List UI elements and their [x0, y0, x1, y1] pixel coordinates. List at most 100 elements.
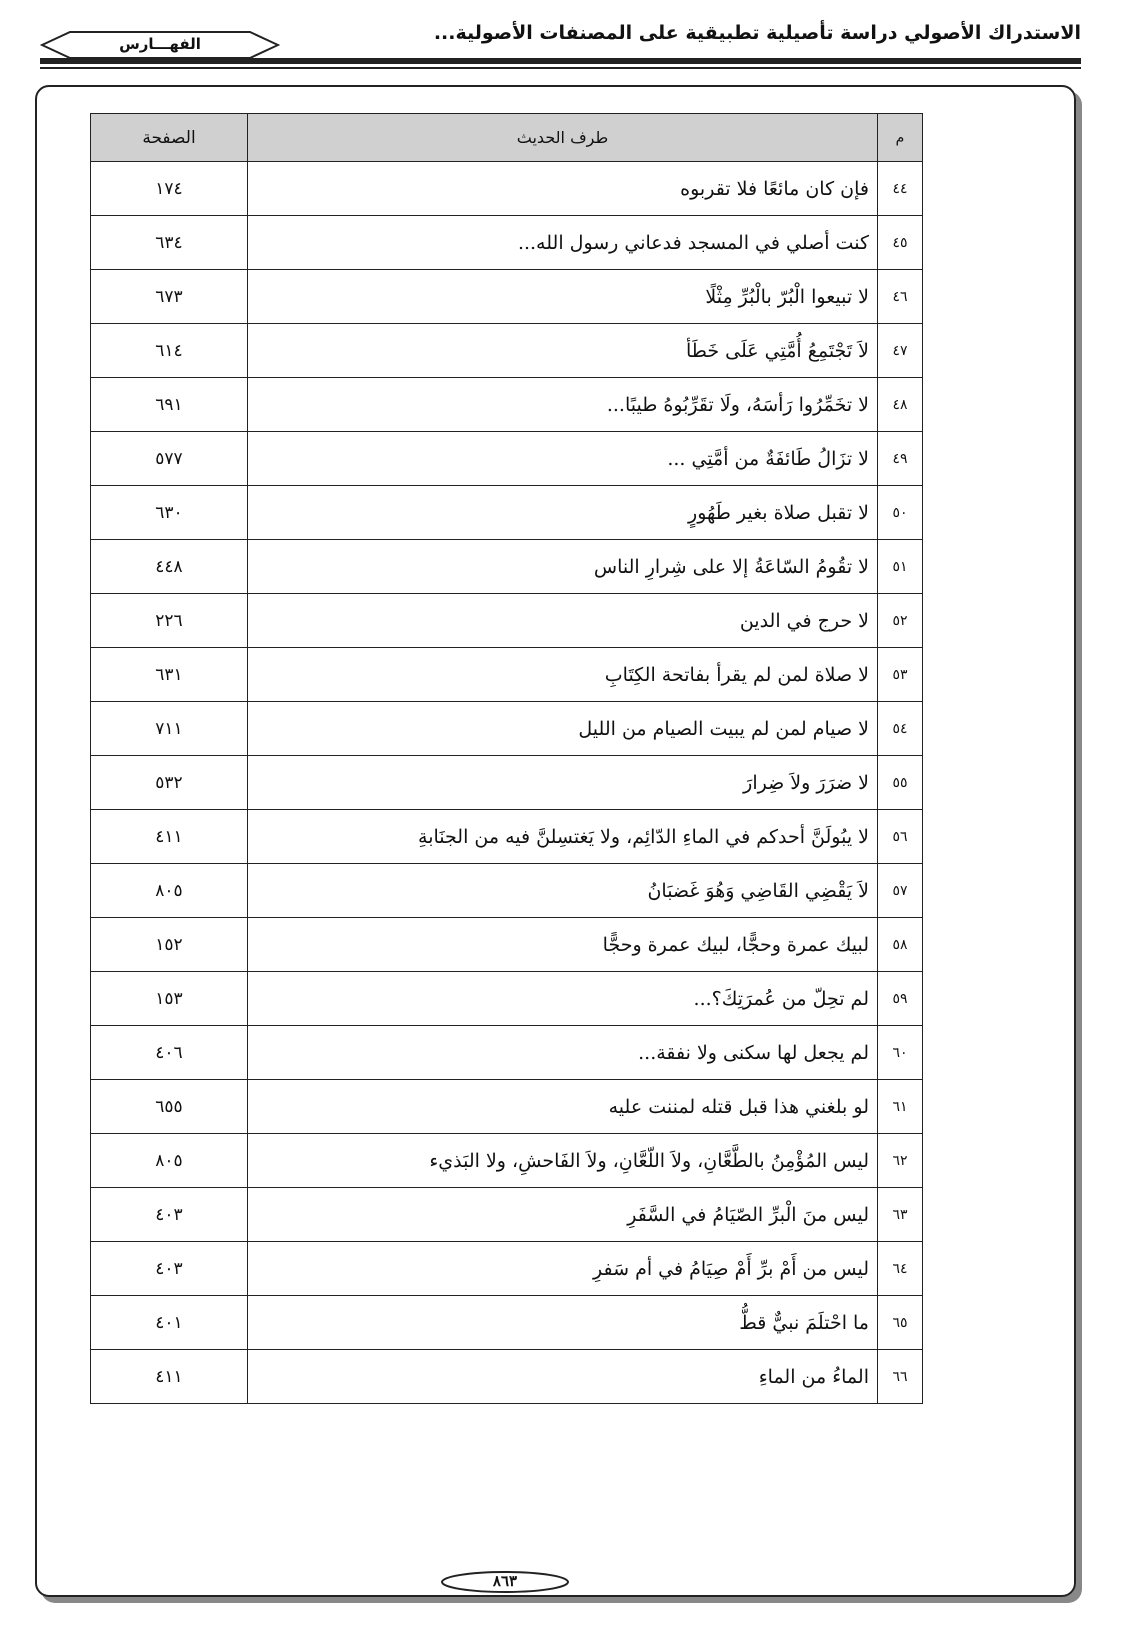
page-number-text: ٨٦٣ [492, 1572, 518, 1590]
row-number: ٤٦ [877, 269, 923, 324]
page-ref: ٦٥٥ [90, 1079, 248, 1134]
page-ref: ٧١١ [90, 701, 248, 756]
table-row: ٤٤ فإن كان مائعًا فلا تقربوه ١٧٤ [90, 161, 923, 216]
hadith-text: ليس المُؤْمِنُ بالطَّعَّانِ، ولاَ اللّعَ… [247, 1133, 878, 1188]
table-row: ٥٩ لم تحِلّ من عُمرَتِكَ؟... ١٥٣ [90, 971, 923, 1026]
table-row: ٦٣ ليس منَ الْبرِّ الصّيَامُ في السَّفَرِ… [90, 1187, 923, 1242]
hadith-text: فإن كان مائعًا فلا تقربوه [247, 161, 878, 216]
page-ref: ٦٧٣ [90, 269, 248, 324]
table-row: ٥٣ لا صلاة لمن لم يقرأ بفاتحة الكِتَابِ ٦٣… [90, 647, 923, 702]
row-number: ٥١ [877, 539, 923, 594]
row-number: ٦١ [877, 1079, 923, 1134]
row-number: ٥٤ [877, 701, 923, 756]
hadith-text: كنت أصلي في المسجد فدعاني رسول الله... [247, 215, 878, 270]
table-row: ٥٨ لبيك عمرة وحجًّا، لبيك عمرة وحجًّا ١٥٢ [90, 917, 923, 972]
hadith-text: لاَ يَقْضِي القَاضِي وَهُوَ غَضبَانُ [247, 863, 878, 918]
page-frame [35, 85, 1076, 1597]
table-row: ٤٥ كنت أصلي في المسجد فدعاني رسول الله...… [90, 215, 923, 270]
table-row: ٥١ لا تقُومُ السّاعَةُ إلا على شِرارِ الن… [90, 539, 923, 594]
col-page: الصفحة [90, 113, 248, 162]
hadith-index-table: م طرف الحديث الصفحة ٤٤ فإن كان مائعًا فلا… [90, 113, 923, 1404]
row-number: ٦٥ [877, 1295, 923, 1350]
row-number: ٥٧ [877, 863, 923, 918]
row-number: ٥٥ [877, 755, 923, 810]
page-ref: ٦١٤ [90, 323, 248, 378]
hadith-text: لا تقُومُ السّاعَةُ إلا على شِرارِ الناس [247, 539, 878, 594]
page-ref: ٥٧٧ [90, 431, 248, 486]
table-row: ٦٤ ليس من أَمْ برِّ أَمْ صِيَامُ في أم سَ… [90, 1241, 923, 1296]
table-row: ٦٦ الماءُ من الماءِ ٤١١ [90, 1349, 923, 1404]
hadith-text: لا تخَمِّرُوا رَأسَهُ، ولَا تقَرِّبُوهُ … [247, 377, 878, 432]
page-ref: ٤١١ [90, 809, 248, 864]
row-number: ٤٩ [877, 431, 923, 486]
hadith-text: لا صيام لمن لم يبيت الصيام من الليل [247, 701, 878, 756]
table-row: ٥٧ لاَ يَقْضِي القَاضِي وَهُوَ غَضبَانُ ٨٠… [90, 863, 923, 918]
row-number: ٦٦ [877, 1349, 923, 1404]
page-ref: ٥٣٢ [90, 755, 248, 810]
page-ref: ٤٠٣ [90, 1241, 248, 1296]
page-ref: ١٥٢ [90, 917, 248, 972]
hadith-text: لا يبُولَنَّ أحدكم في الماءِ الدّائِم، و… [247, 809, 878, 864]
col-number: م [877, 113, 923, 162]
table-row: ٤٧ لاَ تَجْتَمِعُ أُمَّتِي عَلَى خَطَأ ٦١٤ [90, 323, 923, 378]
table-row: ٤٦ لا تبيعوا الْبُرّ بالْبُرِّ مِثْلًا ٦٧٣ [90, 269, 923, 324]
page-ref: ٤٤٨ [90, 539, 248, 594]
row-number: ٥٠ [877, 485, 923, 540]
page-ref: ٨٠٥ [90, 1133, 248, 1188]
col-hadith: طرف الحديث [247, 113, 878, 162]
section-title: الفهـــارس [119, 35, 201, 53]
table-row: ٦٢ ليس المُؤْمِنُ بالطَّعَّانِ، ولاَ اللّ… [90, 1133, 923, 1188]
row-number: ٤٧ [877, 323, 923, 378]
section-tab: الفهـــارس [40, 30, 280, 60]
row-number: ٦٢ [877, 1133, 923, 1188]
hadith-text: لا حرج في الدين [247, 593, 878, 648]
row-number: ٤٤ [877, 161, 923, 216]
table-row: ٦١ لو بلغني هذا قبل قتله لمننت عليه ٦٥٥ [90, 1079, 923, 1134]
hadith-text: لا ضرَرَ ولاَ ضِرارَ [247, 755, 878, 810]
running-title: الاستدراك الأصولي دراسة تأصيلية تطبيقية … [433, 22, 1081, 44]
table-row: ٤٨ لا تخَمِّرُوا رَأسَهُ، ولَا تقَرِّبُوه… [90, 377, 923, 432]
hadith-text: الماءُ من الماءِ [247, 1349, 878, 1404]
page-ref: ٦٣٠ [90, 485, 248, 540]
row-number: ٥٣ [877, 647, 923, 702]
page-ref: ١٧٤ [90, 161, 248, 216]
hadith-text: لا تبيعوا الْبُرّ بالْبُرِّ مِثْلًا [247, 269, 878, 324]
hadith-text: ليس من أَمْ برِّ أَمْ صِيَامُ في أم سَفر… [247, 1241, 878, 1296]
page-ref: ٤١١ [90, 1349, 248, 1404]
hadith-text: ما احْتلَمَ نبيٌّ قطُّ [247, 1295, 878, 1350]
table-row: ٤٩ لا تزَالُ طَائفَةٌ من أمَّتِي ... ٥٧٧ [90, 431, 923, 486]
page-ref: ٦٣٤ [90, 215, 248, 270]
row-number: ٦٣ [877, 1187, 923, 1242]
row-number: ٥٦ [877, 809, 923, 864]
row-number: ٦٠ [877, 1025, 923, 1080]
table-row: ٥٤ لا صيام لمن لم يبيت الصيام من الليل ٧١١ [90, 701, 923, 756]
table-row: ٥٢ لا حرج في الدين ٢٢٦ [90, 593, 923, 648]
table-row: ٥٠ لا تقبل صلاة بغير طَهُورٍ ٦٣٠ [90, 485, 923, 540]
hadith-text: لا تقبل صلاة بغير طَهُورٍ [247, 485, 878, 540]
table-row: ٦٠ لم يجعل لها سكنى ولا نفقة... ٤٠٦ [90, 1025, 923, 1080]
header-rule-thin [40, 67, 1081, 69]
row-number: ٤٥ [877, 215, 923, 270]
hadith-text: ليس منَ الْبرِّ الصّيَامُ في السَّفَرِ [247, 1187, 878, 1242]
page-ref: ٤٠١ [90, 1295, 248, 1350]
row-number: ٥٩ [877, 971, 923, 1026]
hadith-text: لو بلغني هذا قبل قتله لمننت عليه [247, 1079, 878, 1134]
table-row: ٦٥ ما احْتلَمَ نبيٌّ قطُّ ٤٠١ [90, 1295, 923, 1350]
page-number-oval [441, 1571, 569, 1593]
page-ref: ٤٠٣ [90, 1187, 248, 1242]
page-ref: ٦٣١ [90, 647, 248, 702]
hadith-text: لا صلاة لمن لم يقرأ بفاتحة الكِتَابِ [247, 647, 878, 702]
hadith-text: لا تزَالُ طَائفَةٌ من أمَّتِي ... [247, 431, 878, 486]
row-number: ٦٤ [877, 1241, 923, 1296]
hadith-text: لم يجعل لها سكنى ولا نفقة... [247, 1025, 878, 1080]
table-row: ٥٥ لا ضرَرَ ولاَ ضِرارَ ٥٣٢ [90, 755, 923, 810]
page-ref: ٢٢٦ [90, 593, 248, 648]
page-ref: ٤٠٦ [90, 1025, 248, 1080]
hadith-text: لاَ تَجْتَمِعُ أُمَّتِي عَلَى خَطَأ [247, 323, 878, 378]
row-number: ٥٨ [877, 917, 923, 972]
page-ref: ١٥٣ [90, 971, 248, 1026]
row-number: ٤٨ [877, 377, 923, 432]
page-number: ٨٦٣ [440, 1570, 570, 1594]
table-row: ٥٦ لا يبُولَنَّ أحدكم في الماءِ الدّائِم،… [90, 809, 923, 864]
